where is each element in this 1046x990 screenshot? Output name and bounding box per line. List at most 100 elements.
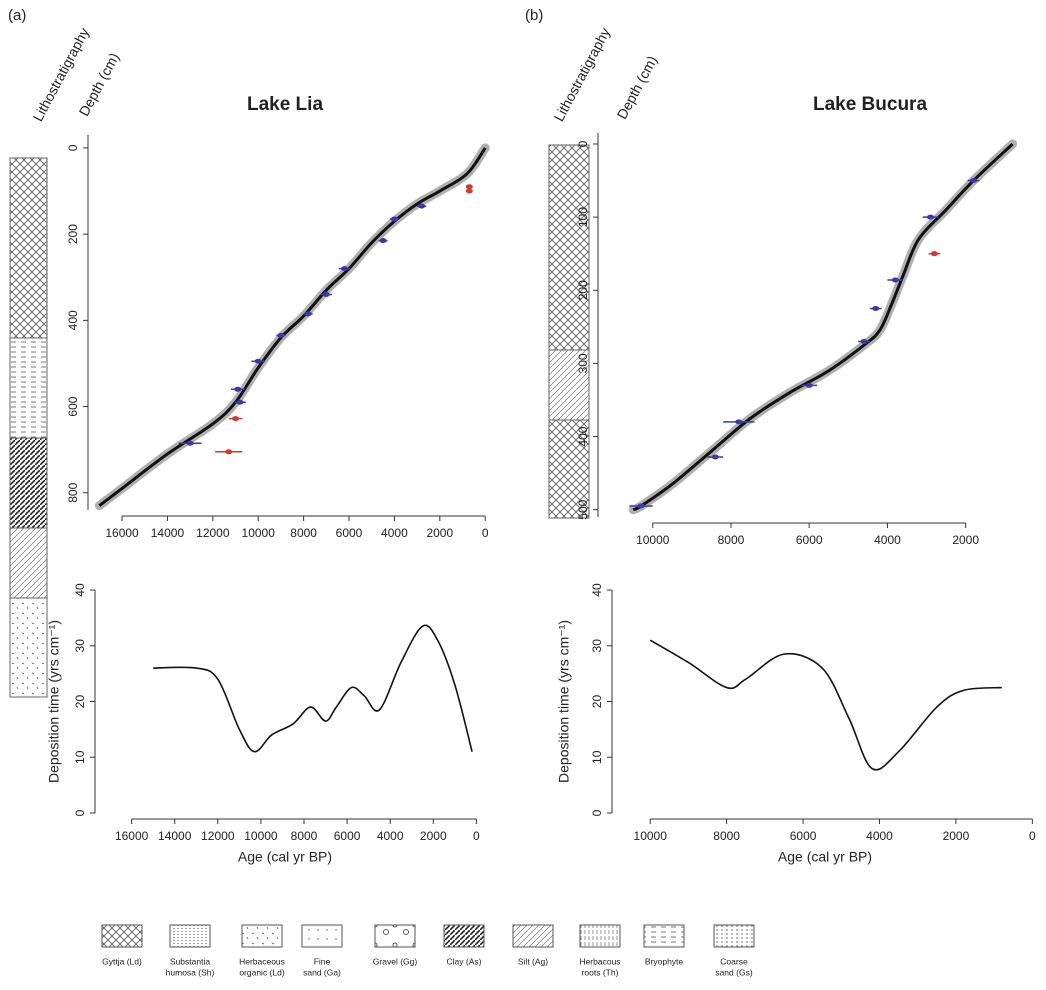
x-tick-label: 8000: [713, 829, 740, 843]
chart: 16000 14000 12000 10000 8000 6000 4000 2000 0 0 20…: [8, 7, 490, 540]
date-point: [970, 178, 978, 184]
date-point: [225, 449, 233, 455]
date-point: [322, 291, 330, 297]
bucura-strat-column: [548, 144, 590, 519]
legend-swatch: [713, 924, 755, 948]
x-tick-label: 12000: [201, 829, 235, 843]
legend-label: Herbacous: [579, 956, 620, 966]
y-tick-label: 600: [66, 396, 80, 416]
date-point: [236, 399, 244, 405]
date-point: [930, 251, 938, 257]
chart: 16000 14000 12000 10000 8000 6000 4000 2000 0 0 10…: [46, 583, 480, 865]
date-point: [711, 454, 719, 460]
line: [98, 147, 487, 507]
x-tick-label: 4000: [381, 526, 408, 540]
x-tick-label: 16000: [115, 829, 149, 843]
date-point: [637, 503, 645, 509]
x-tick-label: 4000: [866, 829, 893, 843]
legend-label: Fine: [314, 956, 331, 966]
date-point: [872, 306, 880, 312]
line: [649, 639, 1002, 771]
legend-label: Substantia: [170, 956, 210, 966]
chart: 10000 8000 6000 4000 2000 0 0 10 20 30 40 Age (cal …: [556, 583, 1036, 865]
y-tick-label: 800: [66, 482, 80, 502]
date-point: [277, 332, 285, 338]
x-tick-label: 2000: [943, 829, 970, 843]
legend-label: sand (Ga): [303, 967, 341, 977]
legend-swatch: [443, 924, 485, 948]
date-point: [254, 358, 262, 364]
date-point: [860, 338, 868, 344]
x-tick-label: 14000: [151, 526, 185, 540]
legend-swatch: [579, 924, 621, 948]
x-tick-label: 10000: [242, 526, 276, 540]
lia-strat-column: [9, 157, 48, 698]
legend-label: Coarse: [720, 956, 748, 966]
x-tick-label: 6000: [334, 829, 361, 843]
y-tick-label: 400: [576, 426, 590, 446]
y-tick-label: 20: [73, 695, 87, 709]
y-tick-label: 30: [590, 639, 604, 653]
y-axis-label: Deposition time (yrs cm⁻¹): [46, 620, 62, 783]
x-tick-label: 6000: [790, 829, 817, 843]
line: [153, 624, 473, 753]
y-tick-label: 40: [73, 583, 87, 597]
legend-label: Gyttja (Ld): [102, 956, 142, 966]
y-tick-label: 400: [66, 310, 80, 330]
x-tick-label: 10000: [636, 533, 670, 547]
date-point: [234, 386, 242, 392]
legend-swatch: [301, 924, 343, 948]
x-axis-label: Age (cal yr BP): [778, 849, 872, 865]
x-tick-label: 0: [473, 829, 480, 843]
y-tick-label: 0: [73, 809, 87, 816]
x-tick-label: 8000: [291, 829, 318, 843]
y-axis-label: Depth (cm): [76, 50, 123, 119]
y-tick-label: 300: [576, 353, 590, 373]
legend-label: organic (Ld): [239, 967, 285, 977]
legend-swatch: [241, 924, 283, 948]
x-tick-label: 2000: [952, 533, 979, 547]
legend-label: roots (Th): [582, 967, 619, 977]
x-tick-label: 8000: [290, 526, 317, 540]
x-tick-label: 2000: [426, 526, 453, 540]
y-tick-label: 500: [576, 499, 590, 519]
date-point: [340, 266, 348, 272]
x-tick-label: 14000: [158, 829, 192, 843]
legend-label: Clay (As): [447, 956, 482, 966]
x-tick-label: 12000: [196, 526, 230, 540]
y-tick-label: 0: [576, 140, 590, 147]
y-tick-label: 30: [73, 639, 87, 653]
x-tick-label: 0: [1029, 829, 1036, 843]
date-point: [465, 184, 473, 190]
legend-swatch: [101, 924, 143, 948]
y-tick-label: 200: [576, 280, 590, 300]
date-point: [465, 188, 473, 194]
legend-swatch: [643, 924, 685, 948]
y-tick-label: 100: [576, 207, 590, 227]
x-tick-label: 10000: [634, 829, 668, 843]
y-tick-label: 10: [73, 750, 87, 764]
date-point: [805, 382, 813, 388]
legend-label: Bryophyte: [645, 956, 684, 966]
legend-label: sand (Gs): [715, 967, 752, 977]
panel-label: (b): [525, 7, 543, 24]
date-point: [418, 203, 426, 209]
x-tick-label: 0: [482, 526, 489, 540]
y-tick-label: 20: [590, 695, 604, 709]
strat-label: Lithostratigraphy: [550, 25, 613, 124]
date-point: [232, 416, 240, 422]
legend-label: humosa (Sh): [166, 967, 215, 977]
legend-label: Gravel (Gg): [373, 956, 418, 966]
legend-swatch: [374, 924, 416, 948]
x-tick-label: 4000: [874, 533, 901, 547]
date-point: [891, 277, 899, 283]
x-tick-label: 8000: [718, 533, 745, 547]
y-tick-label: 0: [66, 144, 80, 151]
line: [632, 142, 1014, 512]
panel-label: (a): [8, 7, 26, 24]
chart-title: Lake Lia: [247, 94, 323, 115]
y-tick-label: 200: [66, 224, 80, 244]
x-tick-label: 2000: [420, 829, 447, 843]
